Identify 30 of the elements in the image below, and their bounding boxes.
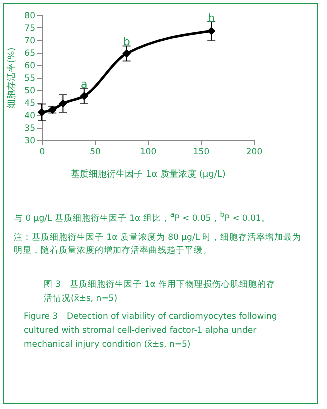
- point: [122, 50, 131, 58]
- x-tick-label: 200: [246, 148, 263, 158]
- point: [59, 100, 68, 108]
- y-tick-label: 70: [24, 36, 36, 46]
- x-tick-label: 100: [140, 148, 157, 158]
- x-tick-label: 0: [40, 148, 46, 158]
- point: [80, 92, 89, 100]
- x-tick-label: 150: [193, 148, 210, 158]
- y-axis-title: 细胞存活率(%): [6, 48, 18, 108]
- point: [207, 27, 216, 36]
- y-tick-label: 80: [24, 12, 36, 22]
- y-tick-label: 60: [24, 62, 36, 72]
- y-tick-label: 45: [24, 99, 36, 109]
- point: [38, 108, 46, 117]
- text: 与 0 μg/L 基质细胞衍生因子 1α 组比，$^{a}$P < 0.05，$^{b}$P < 0.01。: [14, 209, 272, 226]
- x-tick-label: 50: [90, 148, 101, 158]
- y-tick-label: 55: [24, 74, 36, 84]
- text: Figure 3 Detection of viability of cardiomyocytes following cultured with stromal cell-derived factor-1 alpha under mechanical injury condition (x̄±s, n=5): [23, 311, 278, 352]
- text: 注：基质细胞衍生因子 1α 质量浓度为 80 μg/L 时，细胞存活率增加最为明显，随着质量浓度的增加存活率曲线趋于平缓。: [14, 232, 303, 258]
- x-axis-title: 基质细胞衍生因子 1α 质量浓度 (μg/L): [71, 169, 226, 180]
- y-tick-label: 75: [24, 24, 36, 34]
- y-tick-label: 65: [24, 49, 36, 59]
- annotation: b: [123, 36, 130, 48]
- text: 图 3 基质细胞衍生因子 1α 作用下物理损伤心肌细胞的存活情况(x̄±s, n=5): [43, 278, 277, 306]
- annotation: a: [81, 78, 88, 91]
- y-tick-label: 50: [24, 86, 36, 96]
- annotation: b: [208, 12, 216, 25]
- y-tick-label: 40: [24, 112, 36, 122]
- y-tick-label: 30: [24, 136, 36, 146]
- y-tick-label: 35: [24, 124, 36, 134]
